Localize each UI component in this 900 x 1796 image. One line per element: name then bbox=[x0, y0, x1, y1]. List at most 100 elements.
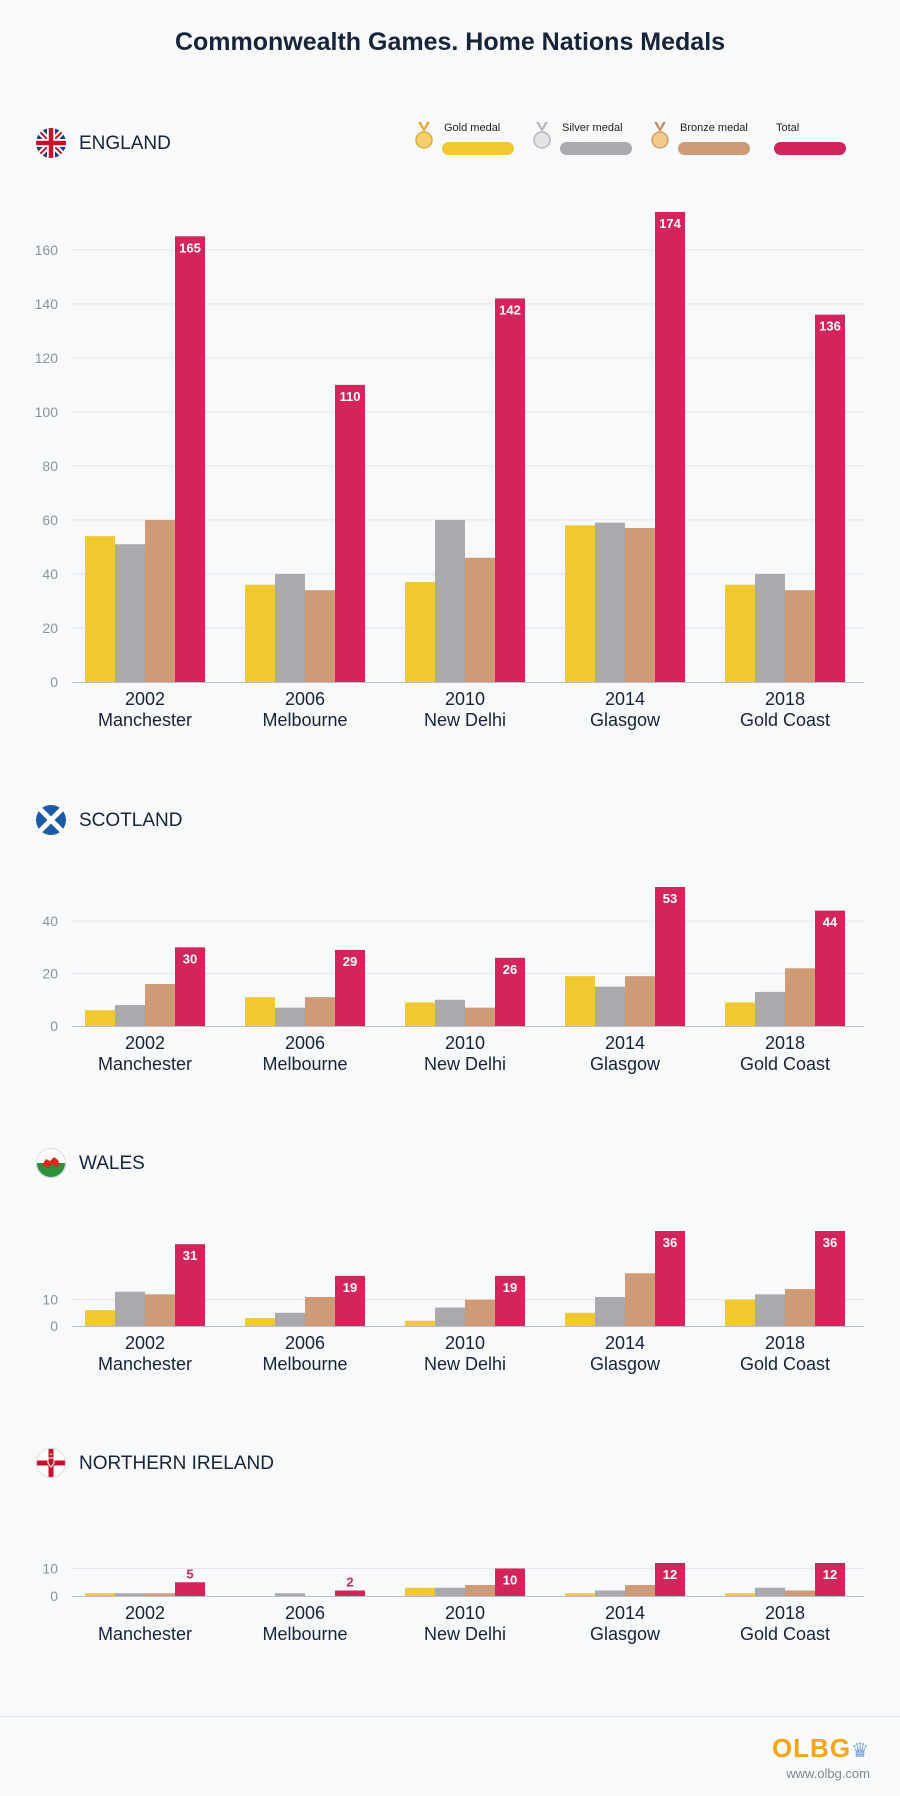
bar-gold bbox=[725, 1593, 755, 1596]
bar-total bbox=[175, 947, 205, 1026]
y-tick-label: 10 bbox=[42, 1561, 58, 1577]
y-tick-label: 40 bbox=[42, 566, 58, 582]
bar-silver bbox=[115, 1005, 145, 1026]
x-category-year: 2010 bbox=[445, 689, 485, 709]
saltire-flag-icon bbox=[36, 805, 66, 835]
total-data-label: 12 bbox=[823, 1567, 837, 1582]
x-category-city: Glasgow bbox=[590, 710, 661, 730]
silver-medal-icon bbox=[533, 122, 551, 149]
bar-gold bbox=[725, 1299, 755, 1326]
bronze-medal-icon bbox=[651, 122, 669, 149]
bar-total bbox=[815, 314, 845, 682]
bar-bronze bbox=[785, 590, 815, 682]
bar-silver bbox=[115, 1291, 145, 1326]
x-category-year: 2006 bbox=[285, 1603, 325, 1623]
bar-silver bbox=[595, 1296, 625, 1326]
x-category-city: Manchester bbox=[98, 1354, 192, 1374]
bar-gold bbox=[405, 1002, 435, 1026]
bar-silver bbox=[435, 1587, 465, 1596]
x-category-city: Manchester bbox=[98, 1624, 192, 1644]
bar-total bbox=[815, 1231, 845, 1326]
x-category-year: 2002 bbox=[125, 1033, 165, 1053]
y-tick-label: 0 bbox=[50, 1588, 58, 1604]
x-category-year: 2014 bbox=[605, 689, 645, 709]
bar-silver bbox=[275, 573, 305, 682]
bar-total bbox=[655, 212, 685, 682]
x-category-city: New Delhi bbox=[424, 1624, 506, 1644]
section-title: ENGLAND bbox=[79, 133, 171, 154]
bar-total bbox=[495, 1568, 525, 1596]
y-tick-label: 20 bbox=[42, 966, 58, 982]
bar-gold bbox=[565, 976, 595, 1026]
bar-gold bbox=[245, 584, 275, 682]
welsh-dragon-flag-icon bbox=[36, 1148, 66, 1178]
x-category-city: Gold Coast bbox=[740, 1624, 830, 1644]
total-data-label: 12 bbox=[663, 1567, 677, 1582]
bar-bronze bbox=[145, 1593, 175, 1596]
x-category-year: 2018 bbox=[765, 1603, 805, 1623]
bar-gold bbox=[85, 1593, 115, 1596]
x-category-city: New Delhi bbox=[424, 1054, 506, 1074]
bar-gold bbox=[565, 1593, 595, 1596]
bar-gold bbox=[565, 1312, 595, 1326]
y-tick-label: 0 bbox=[50, 674, 58, 690]
bar-bronze bbox=[305, 590, 335, 682]
section-title: NORTHERN IRELAND bbox=[79, 1453, 274, 1474]
bar-total bbox=[335, 1275, 365, 1326]
bar-bronze bbox=[305, 997, 335, 1026]
bar-gold bbox=[405, 1587, 435, 1596]
total-data-label: 31 bbox=[183, 1248, 197, 1263]
legend-bronze-swatch bbox=[678, 142, 750, 155]
y-tick-label: 0 bbox=[50, 1318, 58, 1334]
total-data-label: 5 bbox=[186, 1566, 193, 1581]
bar-bronze bbox=[785, 1590, 815, 1596]
bar-silver bbox=[115, 1593, 145, 1596]
bar-silver bbox=[595, 986, 625, 1026]
bar-silver bbox=[435, 519, 465, 682]
bar-bronze bbox=[145, 984, 175, 1026]
bar-total bbox=[335, 949, 365, 1026]
bar-total bbox=[815, 1563, 845, 1596]
x-category-year: 2014 bbox=[605, 1333, 645, 1353]
y-tick-label: 10 bbox=[42, 1292, 58, 1308]
bar-total bbox=[495, 1275, 525, 1326]
site-url: www.olbg.com bbox=[786, 1766, 870, 1781]
bar-bronze bbox=[145, 1294, 175, 1326]
bar-silver bbox=[435, 999, 465, 1026]
legend-gold-swatch bbox=[442, 142, 514, 155]
y-tick-label: 120 bbox=[35, 350, 59, 366]
y-tick-label: 20 bbox=[42, 620, 58, 636]
total-data-label: 2 bbox=[346, 1575, 353, 1590]
legend-gold-label: Gold medal bbox=[444, 122, 501, 134]
bar-total bbox=[655, 1231, 685, 1326]
y-tick-label: 140 bbox=[35, 296, 59, 312]
total-data-label: 19 bbox=[343, 1280, 357, 1295]
bar-bronze bbox=[785, 1289, 815, 1326]
bar-gold bbox=[725, 1002, 755, 1026]
bar-bronze bbox=[625, 528, 655, 682]
bar-silver bbox=[275, 1007, 305, 1026]
legend-bronze-label: Bronze medal bbox=[680, 122, 748, 134]
bar-gold bbox=[725, 584, 755, 682]
gold-medal-icon bbox=[415, 122, 433, 149]
x-category-year: 2018 bbox=[765, 1333, 805, 1353]
x-category-city: Glasgow bbox=[590, 1354, 661, 1374]
bar-silver bbox=[755, 991, 785, 1026]
x-category-city: Melbourne bbox=[262, 1054, 347, 1074]
bar-silver bbox=[755, 1587, 785, 1596]
bar-bronze bbox=[465, 1007, 495, 1026]
x-category-year: 2002 bbox=[125, 1603, 165, 1623]
ulster-banner-flag-icon bbox=[36, 1448, 66, 1478]
bar-total bbox=[335, 384, 365, 682]
x-category-year: 2018 bbox=[765, 689, 805, 709]
legend-total-label: Total bbox=[776, 122, 800, 134]
total-data-label: 136 bbox=[819, 319, 841, 334]
x-category-year: 2014 bbox=[605, 1033, 645, 1053]
bar-silver bbox=[755, 573, 785, 682]
y-tick-label: 100 bbox=[35, 404, 59, 420]
x-category-year: 2006 bbox=[285, 689, 325, 709]
